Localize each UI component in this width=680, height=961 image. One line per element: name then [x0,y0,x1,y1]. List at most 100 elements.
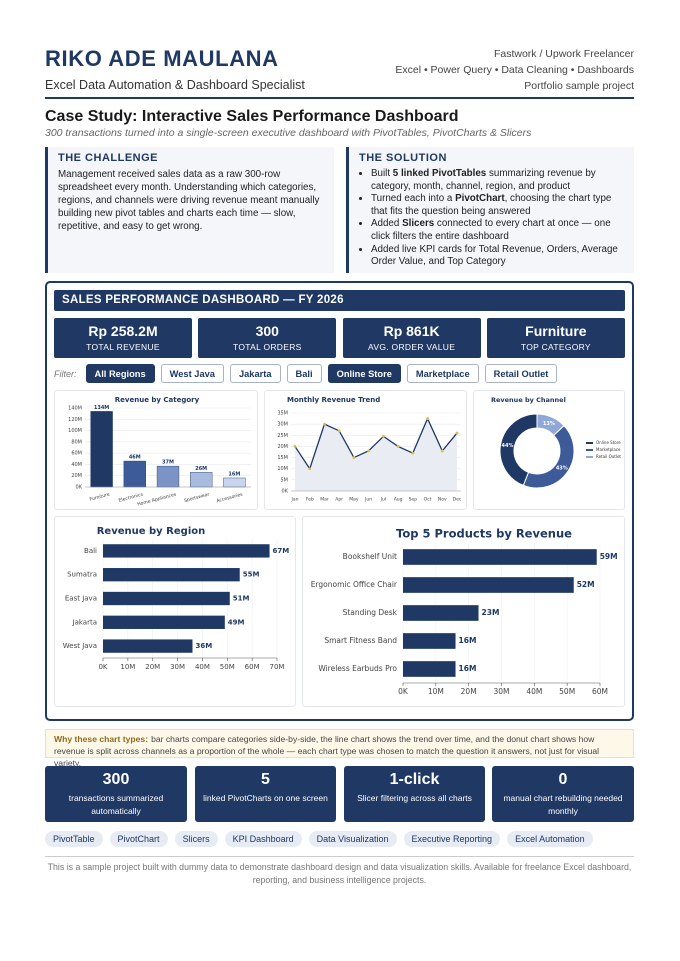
meta: Fastwork / Upwork Freelancer Excel • Powe… [395,46,634,94]
solution-list: Built 5 linked PivotTables summarizing r… [359,168,624,269]
bar [403,577,574,593]
bar [103,639,193,653]
x-tick-label: 60M [245,663,260,671]
chart-panel: Revenue by Category 0K 20M 40M 60M 80M 100M 120… [54,390,258,510]
name: RIKO ADE MAULANA [45,46,279,71]
value-label: 51M [233,595,250,603]
chart: Top 5 Products by Revenue 0K 10M 20M 30M 40M 5… [311,527,618,697]
y-tick-label: Smart Fitness Band [324,636,397,645]
y-tick-label: Bali [84,547,97,555]
bullet-text: , choosing the chart type that fits the … [371,193,612,217]
donut-slice [536,413,565,436]
value-label: 16M [228,471,240,477]
kpi-label: TOP CATEGORY [520,342,591,352]
x-tick-label: 70M [270,663,285,671]
chart-title: Top 5 Products by Revenue [396,527,572,541]
slice-label: 43% [556,465,568,471]
filter-button[interactable]: Marketplace [406,364,479,383]
x-tick-label: 0K [98,663,107,671]
x-tick-label: Sportswear [183,492,210,505]
y-tick-label: 0K [282,489,289,495]
chart-panel: Revenue by Channel 44% 43% 13% Online Store M… [473,390,625,510]
area [295,418,457,491]
value-label: 26M [195,466,207,472]
challenge-heading: THE CHALLENGE [58,152,158,164]
legend-label: Retail Outlet [596,454,621,459]
stat-label: transactions summarized automatically [68,793,164,816]
marker [455,431,459,435]
bar [103,591,230,606]
bullet-bold: Slicers [402,218,435,230]
stat-value: 5 [261,771,270,788]
filter-button[interactable]: West Java [160,364,224,383]
stat-card: 300 transactions summarized automatically [45,766,187,822]
kpi-card: Rp 258.2M TOTAL REVENUE [54,318,192,358]
filter-button[interactable]: All Regions [85,364,155,383]
chart: Revenue by Channel 44% 43% 13% Online Store M… [491,396,621,489]
y-tick-label: Sumatra [67,571,97,579]
tag: Slicers [174,831,218,847]
kpi-card: Furniture TOP CATEGORY [486,318,625,358]
chart-title: Revenue by Channel [491,396,566,404]
stat-card: 1-click Slicer filtering across all chart… [344,766,485,822]
tag: Excel Automation [507,831,593,847]
solution-bullet: Built 5 linked PivotTables summarizing r… [371,168,624,193]
x-tick-label: 50M [220,663,235,671]
value-label: 46M [129,455,141,461]
chart-title: Revenue by Category [115,396,200,404]
y-tick-label: Jakarta [72,618,98,626]
slice-label: 44% [502,443,514,449]
value-label: 37M [162,460,174,466]
y-tick-label: Bookshelf Unit [343,552,397,561]
x-tick-label: Aug [394,497,403,503]
stat-label: Slicer filtering across all charts [357,793,472,803]
y-tick-label: 25M [277,433,288,439]
bar [123,460,146,488]
bullet-bold: PivotChart [455,193,505,205]
marker [367,449,371,453]
y-tick-label: 140M [68,406,82,412]
value-label: 36M [195,642,212,650]
tag: Executive Reporting [403,831,501,847]
meta-line: Excel • Power Query • Data Cleaning • Da… [395,64,634,76]
case-subtitle: 300 transactions turned into a single-sc… [45,127,532,139]
tag: PivotTable [45,831,103,847]
kpi-value: Rp 258.2M [88,323,158,339]
legend-label: Marketplace [596,447,621,452]
marker [440,449,444,453]
x-tick-label: 50M [559,687,575,696]
kpi-card: 300 TOTAL ORDERS [198,318,337,358]
filter-label: Filter: [54,368,77,379]
filter-button[interactable]: Online Store [327,364,401,383]
chart-panel: Top 5 Products by Revenue 0K 10M 20M 30M 40M 5… [302,516,625,707]
y-tick-label: Wireless Earbuds Pro [318,664,397,673]
donut-slice [499,413,538,487]
bullet-text: summarizing revenue by category, month, … [371,168,596,192]
filter-button[interactable]: Bali [286,364,322,383]
value-label: 59M [600,552,618,561]
marker [337,429,341,433]
bar [103,544,270,558]
filter-button[interactable]: Retail Outlet [484,364,558,383]
kpi-value: Furniture [525,323,587,339]
bullet-text: connected to every chart at once — one c… [371,218,611,242]
chart-title: Revenue by Region [97,526,206,537]
y-tick-label: 60M [71,451,82,457]
tagline: Excel Data Automation & Dashboard Specia… [45,78,305,92]
dashboard-title: SALES PERFORMANCE DASHBOARD — FY 2026 [54,290,625,311]
bullet-text: Built [371,168,393,179]
y-tick-label: 15M [277,455,288,461]
y-tick-label: 20M [71,473,82,479]
x-tick-label: Accessories [216,491,244,504]
bar [156,465,180,488]
case-title: Case Study: Interactive Sales Performanc… [45,108,459,125]
x-tick-label: Jul [380,497,386,503]
solution-heading: THE SOLUTION [359,152,447,164]
stat-value: 1-click [389,771,440,788]
bar [223,477,246,488]
kpi-label: AVG. ORDER VALUE [368,342,456,352]
filter-button[interactable]: Jakarta [229,364,281,383]
x-tick-label: Apr [335,497,343,503]
y-tick-label: 35M [277,411,288,417]
